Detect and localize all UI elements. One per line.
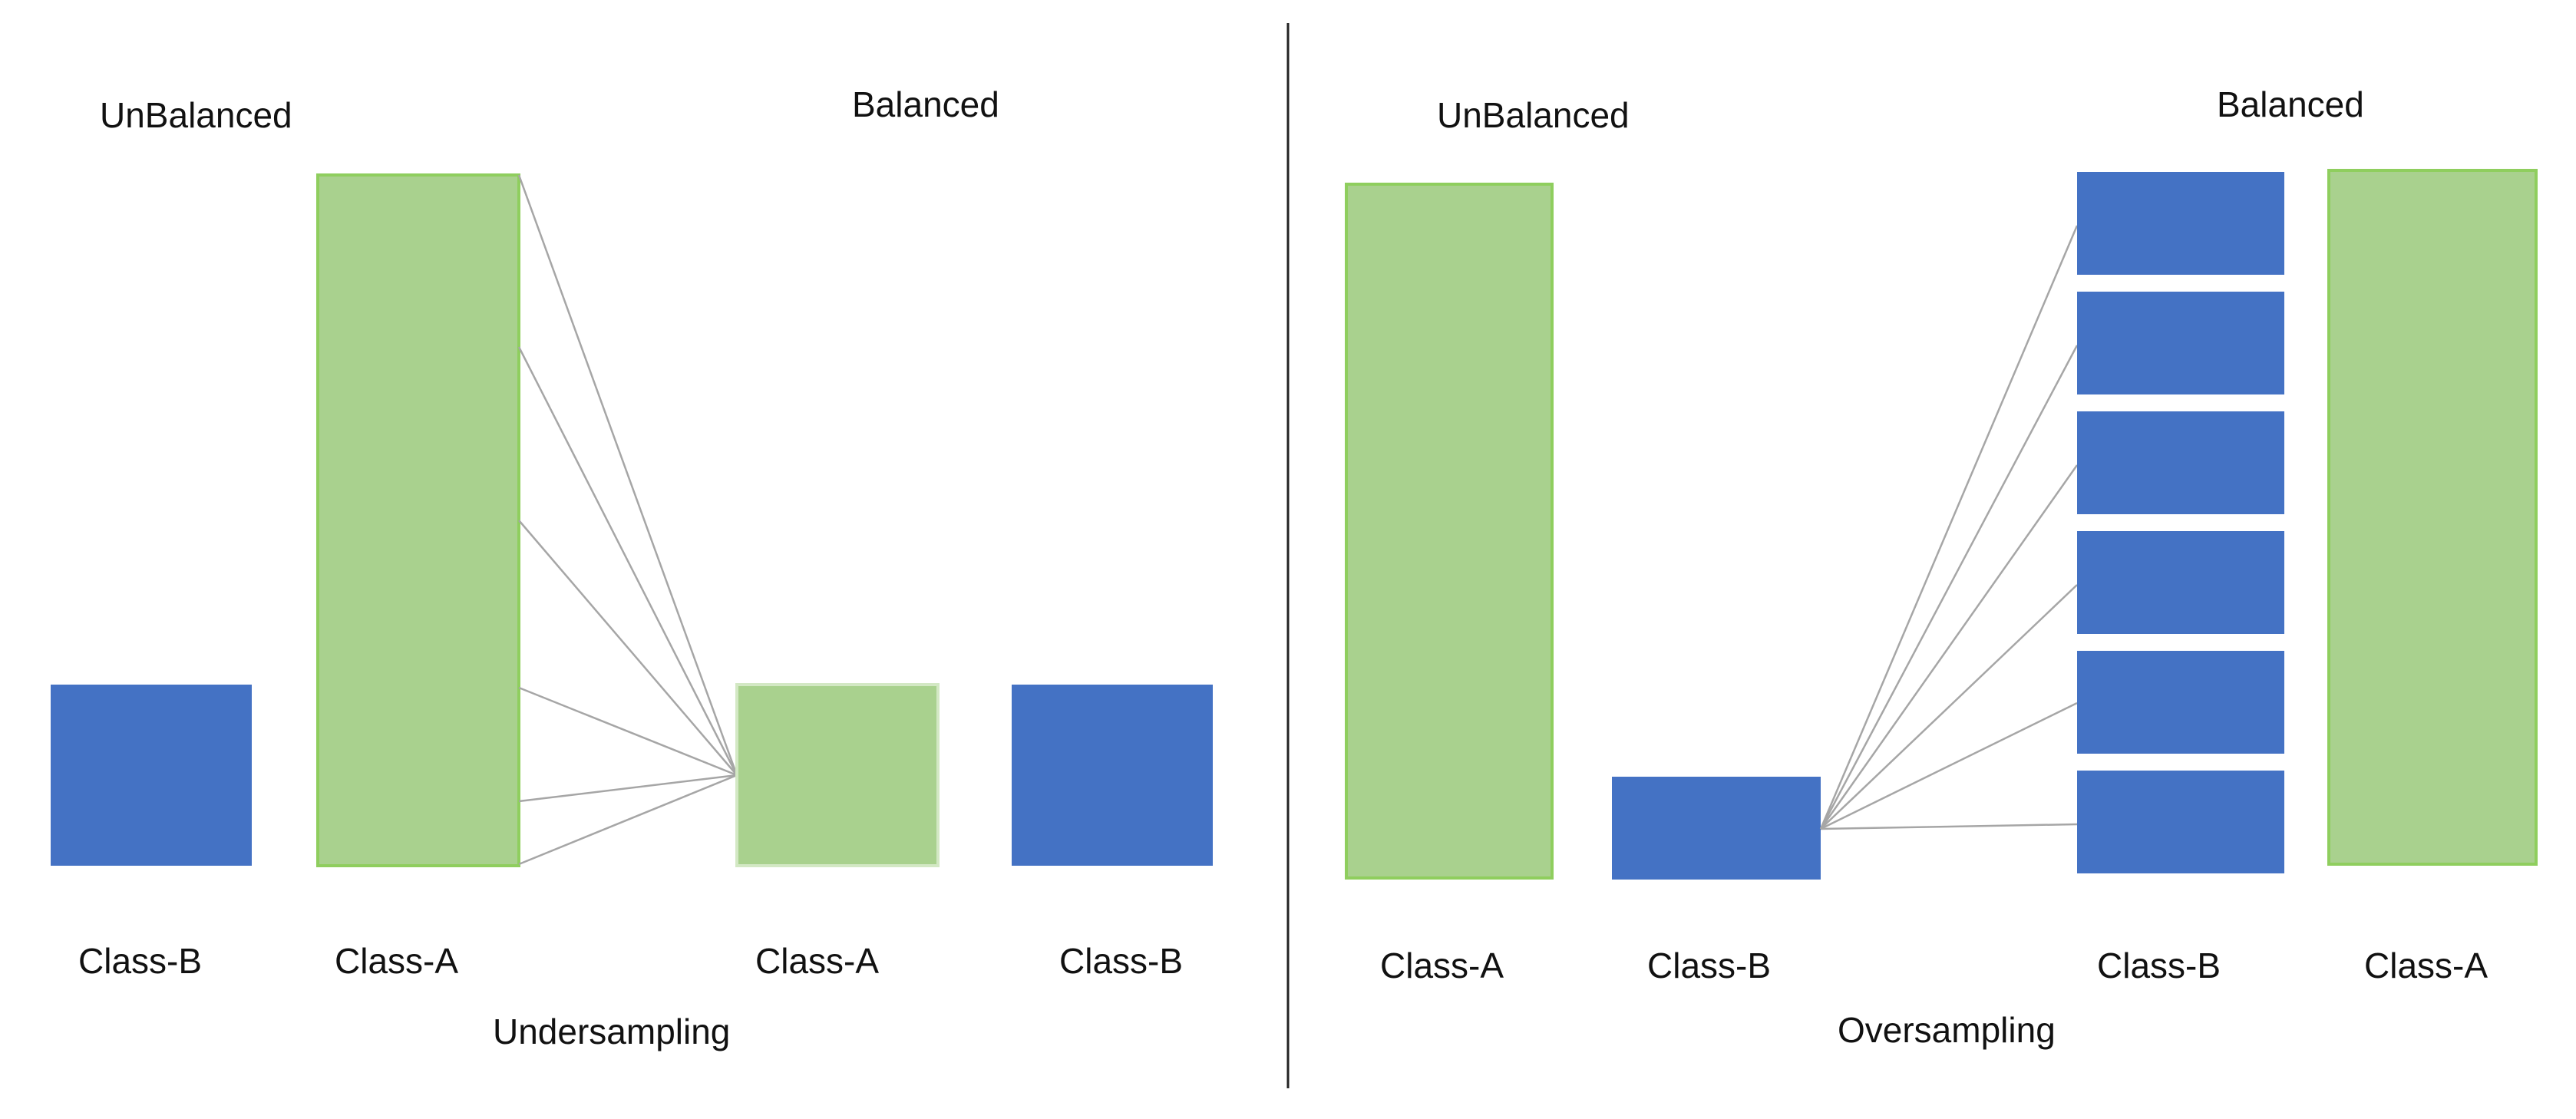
oversampling-class-b-block [2077,531,2284,634]
undersampling-connector-line [518,520,738,776]
undersampling-balanced-class-b-label: Class-B [1059,941,1183,981]
oversampling-unbalanced-class-b-bar [1612,777,1821,880]
oversampling-title: Oversampling [1838,1010,2056,1050]
undersampling-panel: UnBalanced Balanced Class-B Class-A Clas… [51,84,1213,1051]
oversampling-class-b-block [2077,651,2284,754]
undersampling-connector-line [517,346,738,776]
undersampling-title: Undersampling [493,1012,730,1051]
oversampling-connector-line [1820,701,2078,830]
oversampling-connector-line [1819,345,2079,830]
oversampling-unbalanced-class-a-label: Class-A [1380,946,1504,985]
undersampling-unbalanced-class-a-label: Class-A [335,941,458,981]
undersampling-balanced-heading: Balanced [852,84,999,124]
oversampling-unbalanced-class-b-label: Class-B [1647,946,1771,985]
oversampling-connector-line [1820,823,2078,830]
undersampling-unbalanced-class-b-label: Class-B [78,941,202,981]
undersampling-unbalanced-class-a-bar [316,173,520,867]
undersampling-balanced-class-a-label: Class-A [755,941,879,981]
oversampling-class-b-block [2077,771,2284,873]
undersampling-balanced-class-a-bar [735,683,940,867]
oversampling-balanced-class-b-label: Class-B [2097,946,2221,985]
undersampling-balanced-class-b-bar [1012,685,1213,866]
undersampling-connector-line [518,774,738,866]
oversampling-panel: UnBalanced Balanced Class-A Class-B Clas [1345,84,2538,1050]
oversampling-connector-line [1820,584,2078,830]
oversampling-class-b-block [2077,411,2284,514]
oversampling-unbalanced-heading: UnBalanced [1437,95,1630,135]
oversampling-connector-lines [1819,225,2079,830]
oversampling-connector-line [1819,464,2079,830]
oversampling-class-b-block [2077,172,2284,275]
undersampling-connector-line [517,174,738,776]
oversampling-unbalanced-class-a-bar [1345,183,1554,880]
oversampling-balanced-class-a-bar [2327,169,2538,866]
oversampling-balanced-class-b-stack [2077,172,2284,873]
oversampling-class-b-block [2077,292,2284,394]
undersampling-unbalanced-class-b-bar [51,685,252,866]
oversampling-balanced-class-a-label: Class-A [2364,946,2488,985]
undersampling-connector-line [518,774,738,803]
undersampling-connector-lines [517,174,738,866]
oversampling-balanced-heading: Balanced [2217,84,2364,124]
undersampling-unbalanced-heading: UnBalanced [100,95,292,135]
undersampling-connector-line [518,686,738,777]
oversampling-connector-line [1819,225,2079,830]
